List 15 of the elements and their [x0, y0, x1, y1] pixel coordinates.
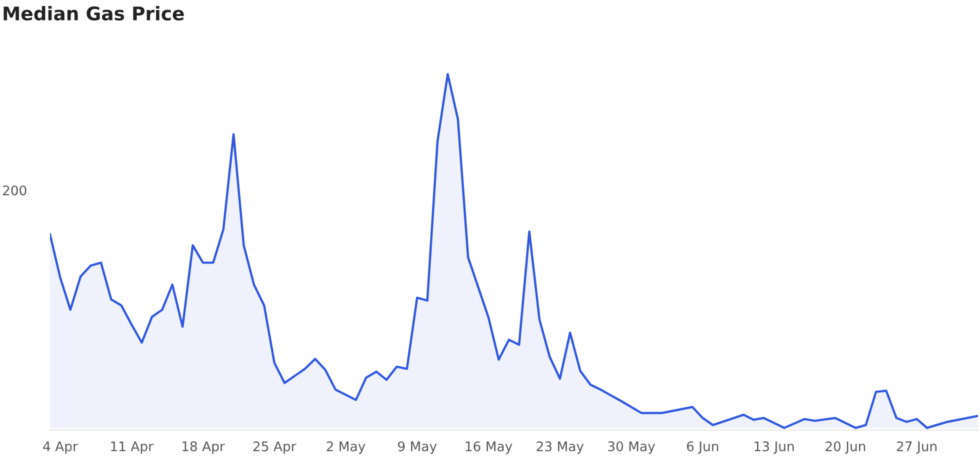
x-tick-label: 11 Apr: [111, 442, 154, 454]
x-tick-label: 6 Jun: [686, 441, 718, 454]
x-tick-label: 9 May: [398, 441, 437, 454]
x-tick-label: 2 May: [326, 441, 366, 454]
x-tick-label: 23 May: [536, 441, 584, 454]
x-tick-label: 20 Jun: [826, 441, 866, 454]
x-tick-label: 25 Apr: [253, 441, 296, 454]
x-tick-label: 27 Jun: [896, 441, 936, 454]
text: 200: [2, 185, 26, 196]
x-tick-label: 13 Jun: [754, 441, 794, 454]
x-tick-label: 30 May: [608, 441, 656, 454]
x-tick-label: 16 May: [466, 441, 512, 454]
x-tick-label: 18 Apr: [182, 441, 225, 454]
x-tick-label: 4 Apr: [43, 442, 78, 454]
chart-title: Median Gas Price: [4, 6, 184, 21]
